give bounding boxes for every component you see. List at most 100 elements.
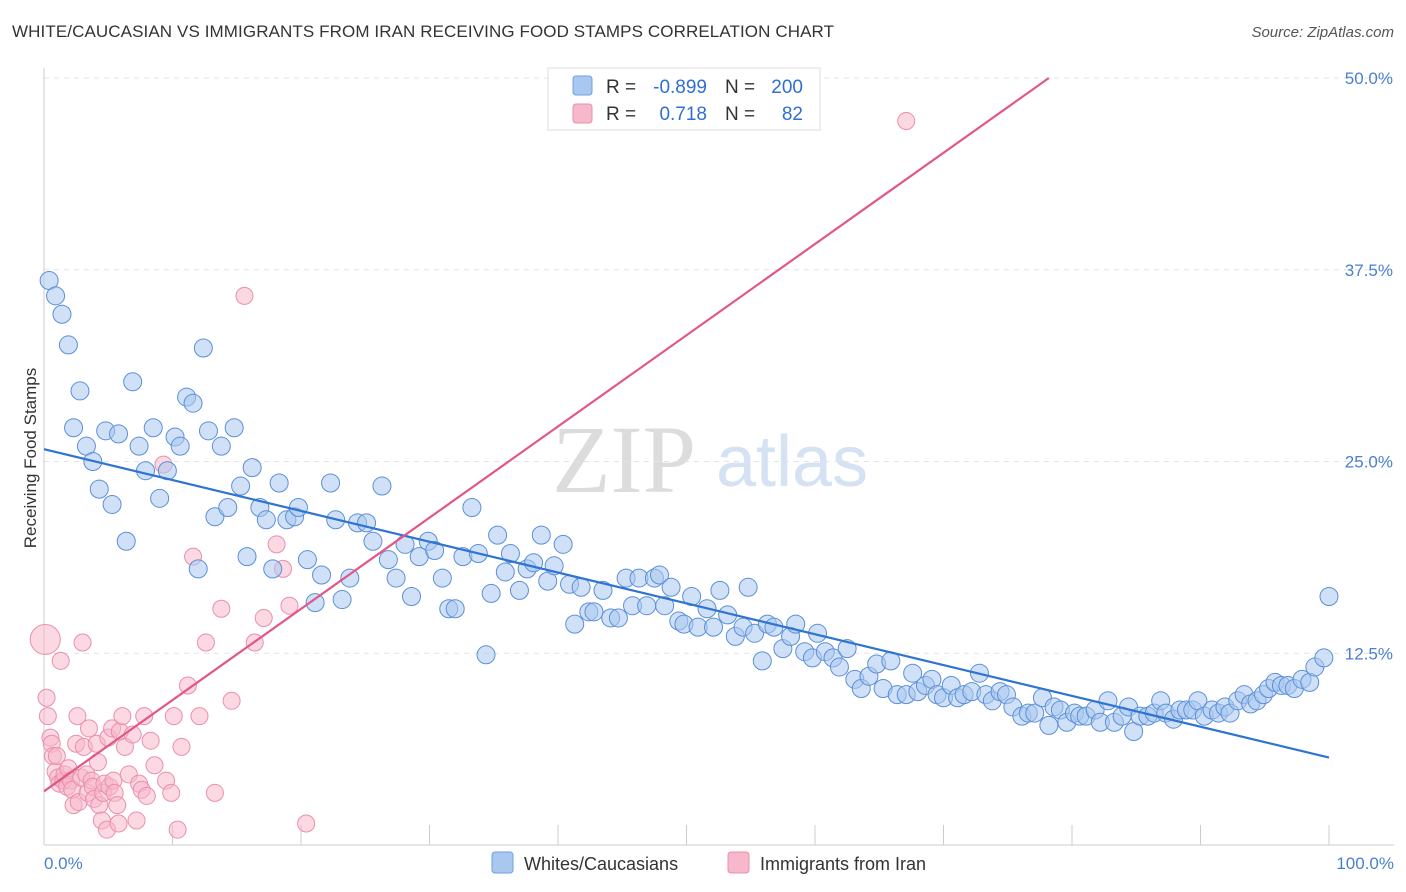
data-point xyxy=(488,525,508,545)
legend-swatch-iran xyxy=(572,103,593,124)
data-point xyxy=(89,479,109,499)
data-point xyxy=(141,731,160,750)
data-point xyxy=(745,623,765,643)
y-tick-label: 12.5% xyxy=(1345,644,1393,663)
data-point xyxy=(402,586,422,606)
data-point xyxy=(212,599,231,618)
data-point xyxy=(73,633,92,652)
y-tick-label: 37.5% xyxy=(1345,261,1393,280)
data-point xyxy=(584,602,604,622)
data-point xyxy=(1314,648,1334,668)
data-point xyxy=(495,562,515,582)
data-point xyxy=(288,498,308,518)
data-point xyxy=(29,623,61,655)
data-point xyxy=(224,418,244,438)
data-point xyxy=(481,583,501,603)
data-point xyxy=(462,498,482,518)
data-point xyxy=(267,535,286,554)
data-point xyxy=(102,494,122,514)
data-point xyxy=(386,568,406,588)
data-point xyxy=(136,461,156,481)
data-point xyxy=(661,577,681,597)
x-ticks xyxy=(43,825,1330,845)
data-point xyxy=(903,663,923,683)
data-point xyxy=(109,814,128,833)
data-point xyxy=(565,614,585,634)
data-point xyxy=(205,783,224,802)
legend-n-label-iran: N = xyxy=(725,104,755,125)
data-point xyxy=(1039,715,1059,735)
legend-n-label-white: N = xyxy=(725,77,755,98)
y-tick-label: 25.0% xyxy=(1345,453,1393,472)
watermark-zip: ZIP xyxy=(552,406,696,513)
stats-legend-box xyxy=(547,67,821,131)
data-point xyxy=(710,580,730,600)
data-point xyxy=(52,304,72,324)
data-point xyxy=(164,707,183,726)
series-whites-caucasians xyxy=(39,270,1339,741)
legend-swatch-white xyxy=(572,75,593,96)
data-point xyxy=(280,596,299,615)
legend-n-value-white: 200 xyxy=(771,77,803,98)
data-point xyxy=(237,547,257,567)
data-point xyxy=(70,381,90,401)
data-point xyxy=(162,783,181,802)
data-point xyxy=(432,568,452,588)
trend-line xyxy=(43,77,1050,793)
y-axis-label: Receiving Food Stamps xyxy=(21,368,40,548)
data-point xyxy=(378,550,398,570)
data-point xyxy=(188,559,208,579)
data-point xyxy=(655,596,675,616)
y-tick-label: 50.0% xyxy=(1345,69,1393,88)
data-point xyxy=(476,645,496,665)
watermark-atlas: atlas xyxy=(716,422,868,502)
data-point xyxy=(231,476,251,496)
data-point xyxy=(703,617,723,637)
data-point xyxy=(340,568,360,588)
data-point xyxy=(531,525,551,545)
stats-legend: R = -0.899 N = 200 R = 0.718 N = 82 xyxy=(547,67,821,131)
data-point xyxy=(553,534,573,554)
data-point xyxy=(321,473,341,493)
data-point xyxy=(190,707,209,726)
series-legend: Whites/Caucasians Immigrants from Iran xyxy=(491,851,926,874)
legend-r-value-white: -0.899 xyxy=(653,77,707,98)
data-point xyxy=(764,617,784,637)
data-point xyxy=(108,796,127,815)
data-point xyxy=(500,544,520,564)
data-point xyxy=(242,458,262,478)
data-point xyxy=(218,498,238,518)
data-point xyxy=(637,596,657,616)
data-point xyxy=(37,688,56,707)
data-point xyxy=(312,565,332,585)
data-point xyxy=(193,338,213,358)
data-point xyxy=(650,565,670,585)
data-point xyxy=(445,599,465,619)
data-point xyxy=(263,559,283,579)
data-point xyxy=(297,814,316,833)
data-point xyxy=(897,111,916,130)
grid-lines xyxy=(44,77,1394,654)
data-point xyxy=(170,436,190,456)
data-point xyxy=(168,820,187,839)
x-tick-label-min: 0.0% xyxy=(44,854,83,873)
data-point xyxy=(46,286,66,306)
data-point xyxy=(183,393,203,413)
data-point xyxy=(38,707,57,726)
x-tick-label-max: 100.0% xyxy=(1336,854,1394,873)
data-point xyxy=(211,436,231,456)
series-legend-swatch-iran xyxy=(727,851,750,874)
data-point xyxy=(297,550,317,570)
data-point xyxy=(752,651,772,671)
series-immigrants-from-iran xyxy=(29,111,916,839)
legend-n-value-iran: 82 xyxy=(782,104,803,125)
data-point xyxy=(116,531,136,551)
y-tick-labels: 12.5% 25.0% 37.5% 50.0% xyxy=(1345,69,1393,663)
data-point xyxy=(332,590,352,610)
data-point xyxy=(150,488,170,508)
data-point xyxy=(1319,586,1339,606)
data-point xyxy=(127,811,146,830)
data-point xyxy=(68,707,87,726)
chart-title: WHITE/CAUCASIAN VS IMMIGRANTS FROM IRAN … xyxy=(12,22,835,41)
